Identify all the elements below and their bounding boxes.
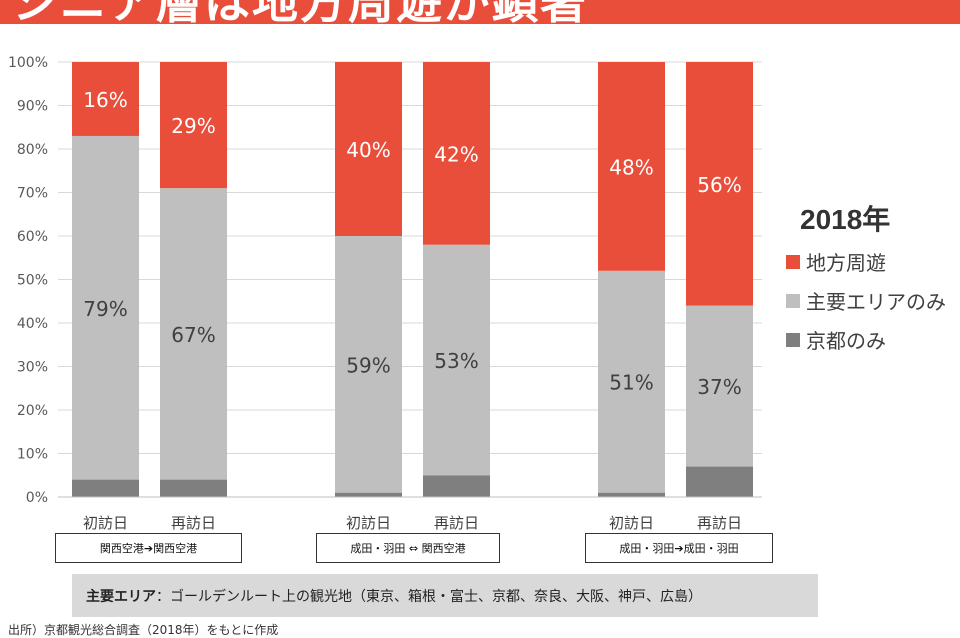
data-label: 79% bbox=[83, 297, 127, 321]
title-banner: シニア層は地方周遊が顕著 bbox=[0, 0, 960, 24]
data-label: 29% bbox=[171, 114, 215, 138]
data-label: 56% bbox=[697, 173, 741, 197]
bar-segment bbox=[423, 475, 490, 497]
bar-segment bbox=[335, 236, 402, 493]
y-tick-label: 60% bbox=[17, 229, 48, 245]
legend-title: 2018年 bbox=[800, 204, 891, 235]
bar-segment bbox=[335, 62, 402, 236]
bar-segment bbox=[160, 62, 227, 189]
legend-swatch bbox=[786, 293, 800, 308]
page-title: シニア層は地方周遊が顕著 bbox=[12, 0, 588, 24]
bar-segment bbox=[72, 479, 139, 497]
data-label: 48% bbox=[609, 155, 653, 179]
data-label: 53% bbox=[434, 349, 478, 373]
bar-segment bbox=[423, 62, 490, 245]
bar-segment bbox=[686, 305, 753, 467]
note-term: 主要エリア bbox=[86, 588, 156, 605]
bar-segment bbox=[160, 479, 227, 497]
y-tick-label: 90% bbox=[17, 99, 48, 115]
bar-segment bbox=[335, 492, 402, 497]
data-label: 42% bbox=[434, 142, 478, 166]
bar-segment bbox=[423, 244, 490, 476]
data-label: 67% bbox=[171, 323, 215, 347]
x-tick-label: 再訪日 bbox=[171, 514, 216, 530]
note-text: ：ゴールデンルート上の観光地（東京、箱根・富士、京都、奈良、大阪、神戸、広島） bbox=[156, 588, 702, 605]
y-tick-label: 70% bbox=[17, 186, 48, 202]
group-label-narita-kansai: 成田・羽田 ⇔ 関西空港 bbox=[316, 533, 500, 563]
data-label: 40% bbox=[346, 138, 390, 162]
note-box: 主要エリア ：ゴールデンルート上の観光地（東京、箱根・富士、京都、奈良、大阪、神戸… bbox=[72, 574, 818, 617]
y-tick-label: 40% bbox=[17, 316, 48, 332]
legend-label: 地方周遊 bbox=[806, 251, 886, 275]
legend-label: 主要エリアのみ bbox=[806, 290, 946, 314]
y-tick-label: 0% bbox=[26, 490, 48, 506]
bar-segment bbox=[598, 62, 665, 271]
y-tick-label: 80% bbox=[17, 142, 48, 158]
x-tick-label: 初訪日 bbox=[83, 514, 128, 530]
legend-swatch bbox=[786, 254, 800, 269]
x-tick-label: 初訪日 bbox=[609, 514, 654, 530]
x-tick-label: 再訪日 bbox=[697, 514, 742, 530]
data-label: 16% bbox=[83, 88, 127, 112]
legend-item-kyoto-only: 京都のみ bbox=[786, 320, 956, 359]
y-tick-label: 20% bbox=[17, 403, 48, 419]
legend-item-regional: 地方周遊 bbox=[786, 242, 956, 281]
legend-label: 京都のみ bbox=[806, 329, 886, 353]
data-label: 37% bbox=[697, 375, 741, 399]
x-tick-label: 初訪日 bbox=[346, 514, 391, 530]
bar-segment bbox=[72, 135, 139, 480]
bar-segment bbox=[598, 270, 665, 493]
y-tick-label: 10% bbox=[17, 447, 48, 463]
group-label-narita-narita: 成田・羽田➔成田・羽田 bbox=[585, 533, 773, 563]
bar-segment bbox=[686, 466, 753, 497]
stacked-bar-chart: 0% 10% 20% 30% 40% 50% 60% 70% 80% 90% 100% 79% 16% 初… bbox=[8, 55, 762, 530]
y-tick-label: 30% bbox=[17, 360, 48, 376]
legend-item-main-area: 主要エリアのみ bbox=[786, 281, 956, 320]
group-label-kansai-kansai: 関西空港➔関西空港 bbox=[55, 533, 242, 563]
legend-swatch bbox=[786, 332, 800, 347]
bar-segment bbox=[686, 62, 753, 306]
y-tick-label: 100% bbox=[8, 55, 48, 71]
data-label: 51% bbox=[609, 371, 653, 395]
legend: 2018年 地方周遊 主要エリアのみ 京都のみ bbox=[786, 198, 956, 359]
data-label: 59% bbox=[346, 353, 390, 377]
bar-segment bbox=[72, 62, 139, 136]
bar-segment bbox=[598, 492, 665, 497]
y-tick-label: 50% bbox=[17, 273, 48, 289]
x-tick-label: 再訪日 bbox=[434, 514, 479, 530]
bar-segment bbox=[160, 188, 227, 480]
